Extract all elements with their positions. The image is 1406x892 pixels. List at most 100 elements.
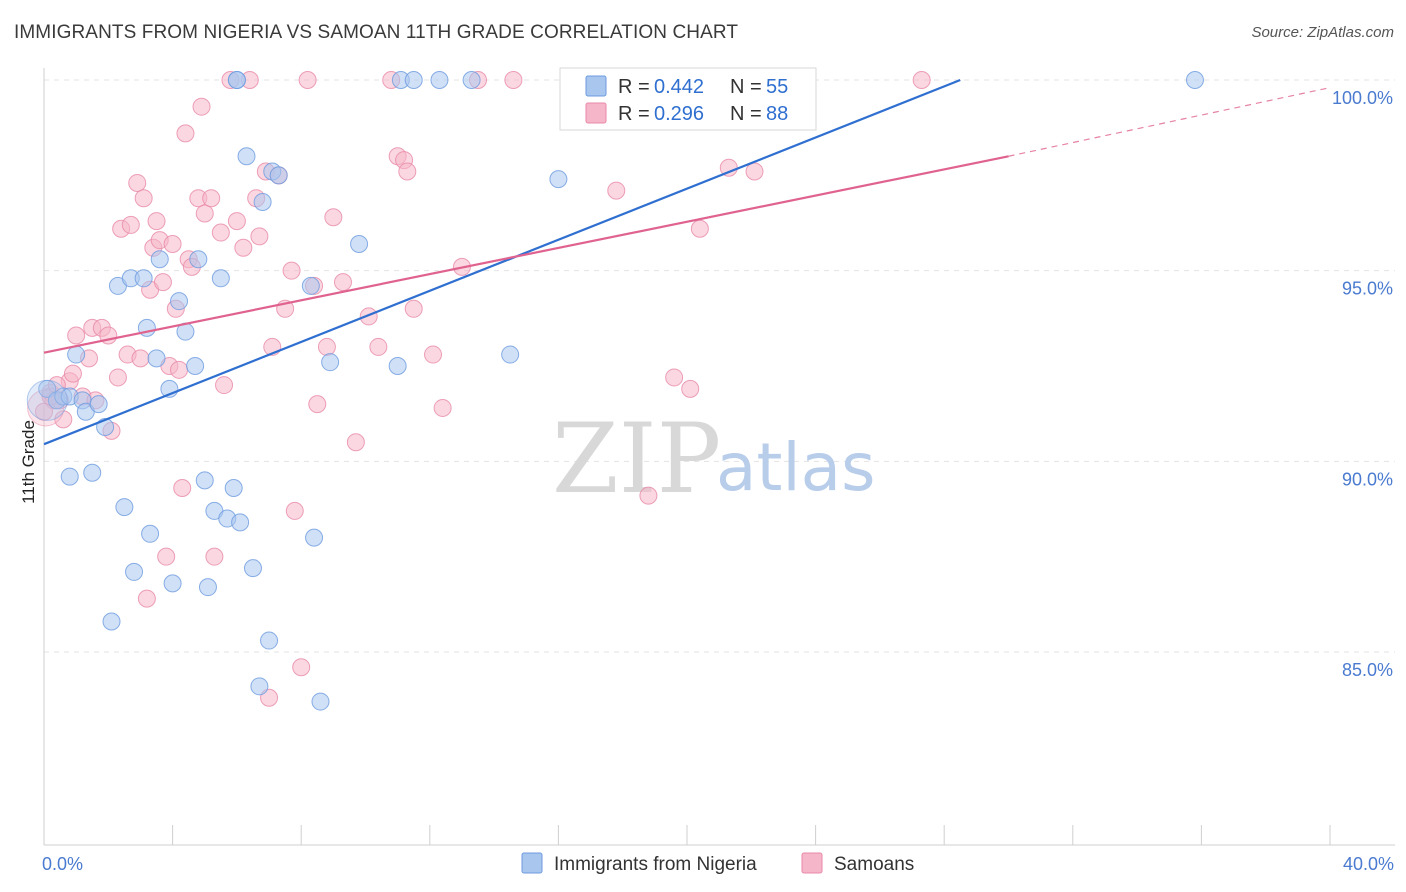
samoans-point-75 [504,71,523,89]
samoans-point-61 [324,208,343,227]
samoans-point-6 [67,326,86,345]
samoans-point-80 [681,379,700,398]
samoans-trend-extension [1008,87,1331,157]
nigeria-point-27 [195,471,214,490]
legend-n-value-2: 88 [766,103,788,125]
samoans-point-81 [690,219,709,238]
samoans-point-62 [333,273,352,292]
nigeria-point-51 [501,345,520,364]
legend-n-value-1: 55 [766,76,788,98]
nigeria-points [26,71,1204,711]
nigeria-point-18 [102,612,121,631]
y-axis-title: 11th Grade [19,420,38,504]
samoans-point-77 [607,181,626,200]
samoans-point-40 [205,547,224,566]
samoans-point-41 [211,223,230,242]
trend-lines [43,78,1331,446]
samoans-point-31 [170,360,189,379]
samoans-point-84 [912,71,931,89]
nigeria-point-5 [60,467,79,486]
nigeria-point-40 [269,166,288,185]
samoans-point-42 [215,376,234,395]
tick-labels: 100.0% 95.0% 90.0% 85.0% 0.0% 40.0% [42,88,1394,874]
samoans-point-38 [195,204,214,223]
samoans-point-24 [147,212,166,231]
y-tick-label-3: 85.0% [1342,660,1393,680]
legend-swatch-samoans [585,102,607,124]
nigeria-point-16 [125,562,144,581]
samoans-point-19 [131,349,150,368]
nigeria-point-38 [260,631,279,650]
nigeria-point-15 [115,498,134,517]
samoans-point-59 [308,395,327,414]
legend-r-label-1: R = [618,76,650,98]
samoans-point-78 [639,486,658,505]
nigeria-point-52 [549,170,568,189]
x-tick-label-1: 40.0% [1343,854,1394,874]
samoans-point-55 [285,501,304,520]
bottom-legend: Immigrants from Nigeria Samoans [521,852,914,875]
samoans-point-37 [192,97,211,116]
samoans-point-21 [137,589,156,608]
nigeria-trend-line [43,78,961,446]
samoans-point-32 [173,479,192,498]
nigeria-point-25 [186,357,205,375]
nigeria-point-23 [170,292,189,311]
legend-n-label-1: N = [730,76,762,98]
nigeria-point-47 [404,71,423,89]
samoans-point-57 [298,71,317,89]
legend-r-value-2: 0.296 [654,103,704,125]
samoans-point-39 [202,189,221,208]
nigeria-point-36 [250,677,269,696]
chart-title: IMMIGRANTS FROM NIGERIA VS SAMOAN 11TH G… [14,22,739,43]
nigeria-point-50 [388,357,407,375]
x-tick-label-0: 0.0% [42,854,83,874]
nigeria-point-45 [350,234,369,253]
nigeria-point-30 [211,269,230,288]
nigeria-point-34 [237,147,256,166]
samoans-point-64 [359,307,378,326]
nigeria-point-19 [147,349,166,368]
samoans-point-27 [157,547,176,566]
y-tick-label-1: 95.0% [1342,279,1393,299]
nigeria-point-28 [198,578,217,597]
nigeria-point-9 [89,395,108,414]
nigeria-point-4 [67,345,86,364]
samoans-point-79 [665,368,684,387]
samoans-point-48 [250,227,269,246]
nigeria-point-54 [1185,71,1204,89]
samoans-point-70 [404,299,423,318]
samoans-point-56 [292,658,311,677]
samoans-point-71 [424,345,443,364]
bottom-legend-label-samoans: Samoans [834,854,914,875]
samoans-point-17 [121,215,140,234]
samoans-point-72 [433,398,452,417]
samoans-point-60 [317,337,336,356]
samoans-point-5 [63,364,82,383]
nigeria-point-17 [141,524,160,543]
nigeria-point-48 [430,71,449,89]
samoans-point-44 [227,212,246,231]
bottom-legend-label-nigeria: Immigrants from Nigeria [554,854,757,875]
watermark: ZIP atlas [552,403,876,515]
samoans-point-33 [176,124,195,143]
nigeria-point-35 [243,559,262,578]
nigeria-point-37 [253,193,272,212]
samoans-point-63 [346,433,365,452]
samoans-point-20 [134,189,153,208]
nigeria-point-49 [462,71,481,89]
nigeria-point-6 [83,463,102,482]
legend-swatch-nigeria [585,75,607,97]
watermark-zip: ZIP [552,403,721,515]
axes [43,68,1395,846]
legend-r-label-2: R = [618,103,650,125]
legend-r-value-1: 0.442 [654,76,704,98]
nigeria-point-56 [227,71,246,89]
nigeria-point-26 [189,250,208,269]
nigeria-point-33 [231,513,250,532]
bottom-legend-swatch-samoans [801,852,823,874]
samoans-point-83 [745,162,764,181]
samoans-point-54 [282,261,301,280]
samoans-point-45 [234,238,253,257]
